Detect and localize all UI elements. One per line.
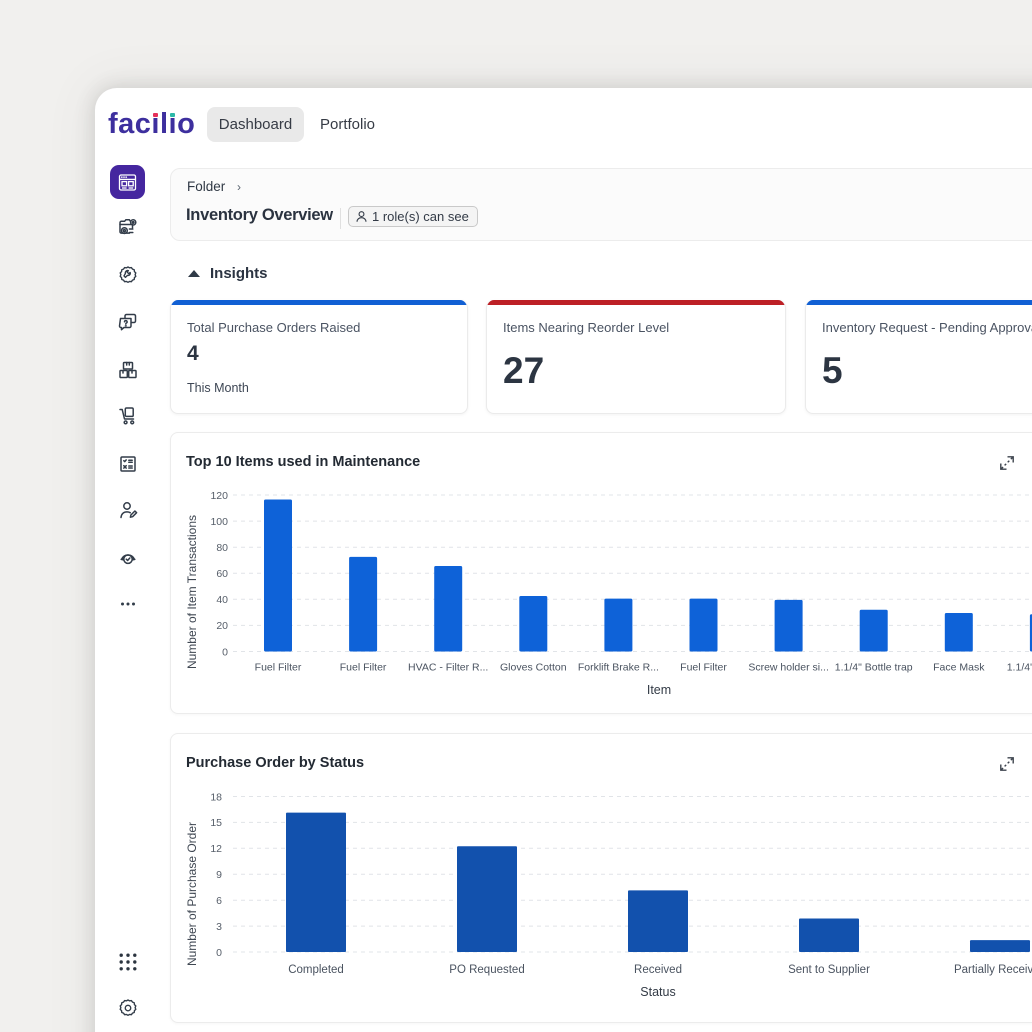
- svg-text:100: 100: [210, 516, 228, 528]
- svg-text:Completed: Completed: [288, 964, 344, 976]
- svg-text:HVAC - Filter R...: HVAC - Filter R...: [408, 662, 488, 674]
- svg-text:20: 20: [216, 620, 228, 632]
- svg-text:120: 120: [210, 490, 228, 502]
- svg-text:PO Requested: PO Requested: [449, 964, 524, 976]
- svg-text:Forklift Brake R...: Forklift Brake R...: [578, 662, 659, 674]
- svg-text:0: 0: [222, 646, 228, 658]
- svg-text:Status: Status: [640, 985, 675, 999]
- svg-text:9: 9: [216, 869, 222, 881]
- svg-text:0: 0: [216, 947, 222, 959]
- svg-text:Fuel Filter: Fuel Filter: [340, 662, 387, 674]
- svg-text:Number of Purchase Order: Number of Purchase Order: [185, 822, 199, 966]
- svg-text:Sent to Supplier: Sent to Supplier: [788, 964, 870, 976]
- svg-text:Face Mask: Face Mask: [933, 662, 985, 674]
- svg-text:Screw holder si...: Screw holder si...: [748, 662, 829, 674]
- svg-text:Fuel Filter: Fuel Filter: [680, 662, 727, 674]
- svg-text:Number of Item Transactions: Number of Item Transactions: [185, 515, 199, 669]
- svg-text:Fuel Filter: Fuel Filter: [255, 662, 302, 674]
- svg-text:3: 3: [216, 921, 222, 933]
- svg-text:Gloves Cotton: Gloves Cotton: [500, 662, 567, 674]
- svg-text:40: 40: [216, 594, 228, 606]
- svg-text:1.1/4" Bottle trap: 1.1/4" Bottle trap: [835, 662, 913, 674]
- svg-text:Item: Item: [647, 683, 671, 697]
- svg-text:1.1/4" Bottle tr...: 1.1/4" Bottle tr...: [1007, 662, 1032, 674]
- svg-text:18: 18: [210, 791, 222, 803]
- svg-text:Received: Received: [634, 964, 682, 976]
- svg-text:12: 12: [210, 843, 222, 855]
- svg-text:80: 80: [216, 542, 228, 554]
- svg-text:Partially Received: Partially Received: [954, 964, 1032, 976]
- svg-text:15: 15: [210, 817, 222, 829]
- svg-text:6: 6: [216, 895, 222, 907]
- svg-text:60: 60: [216, 568, 228, 580]
